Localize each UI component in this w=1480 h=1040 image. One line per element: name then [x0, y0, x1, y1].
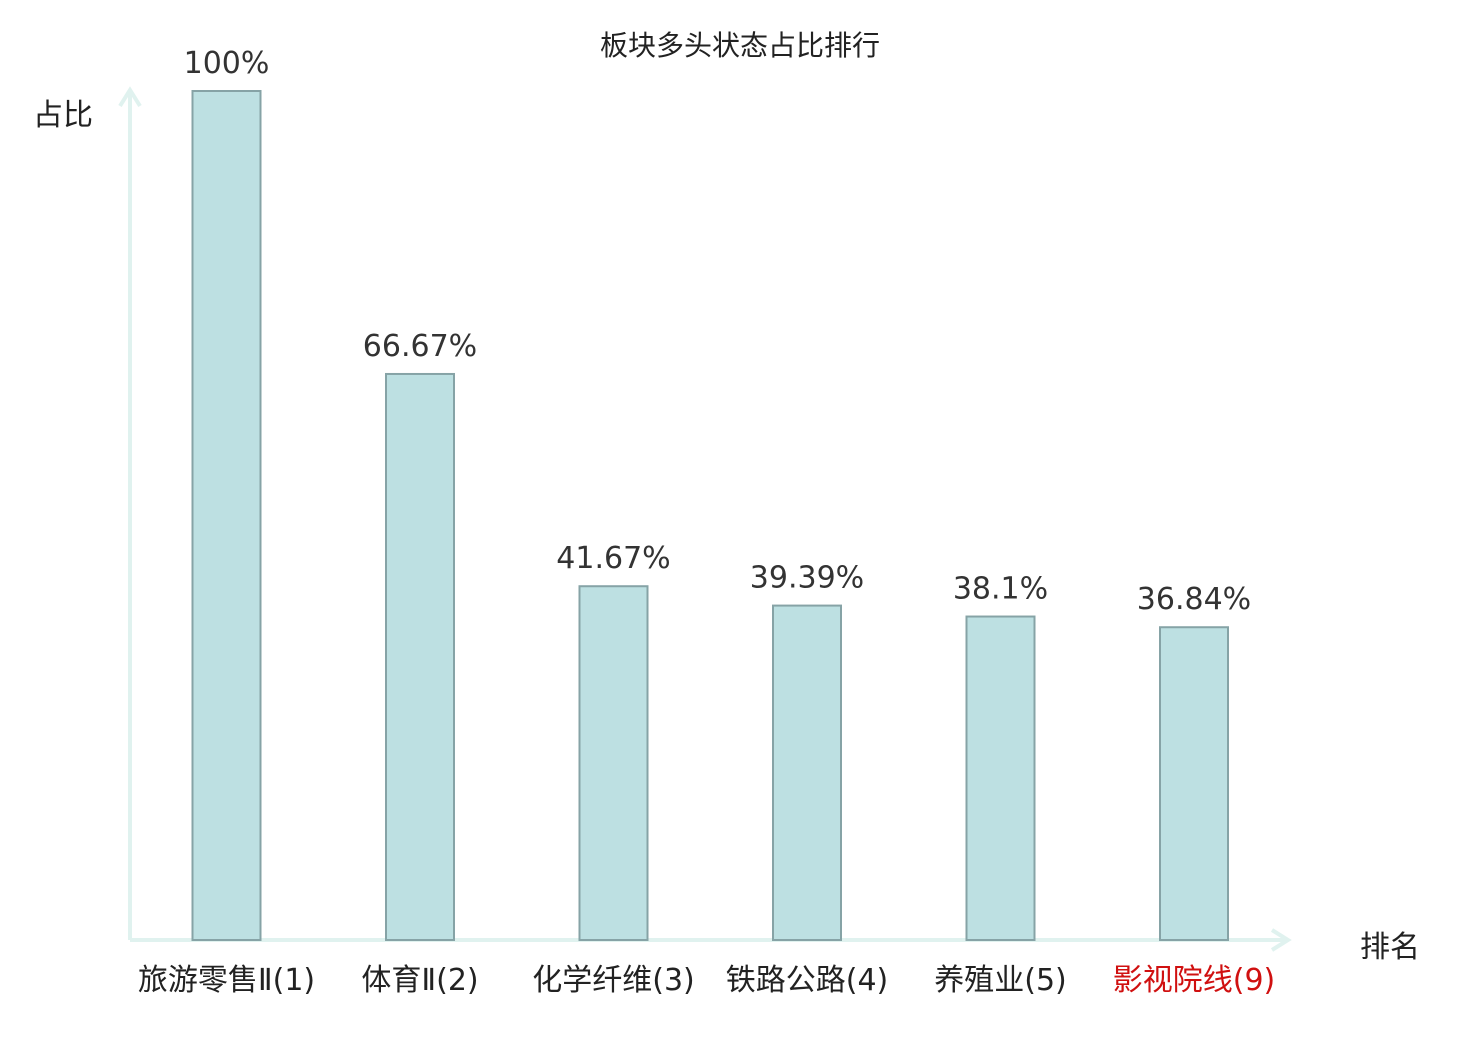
bar-value-label: 100% [184, 46, 270, 81]
x-tick-label: 体育Ⅱ(2) [361, 963, 479, 998]
bar [191, 90, 262, 941]
y-axis-label: 占比 [33, 98, 93, 133]
x-axis-arrow [1270, 928, 1292, 952]
bar-value-label: 39.39% [750, 561, 864, 596]
bar-value-label: 66.67% [363, 329, 477, 364]
y-axis-arrow [118, 86, 142, 108]
x-tick-label: 养殖业(5) [934, 963, 1067, 998]
x-tick-label: 铁路公路(4) [725, 963, 889, 998]
x-tick-label: 旅游零售Ⅱ(1) [137, 963, 316, 998]
x-tick-label: 化学纤维(3) [532, 963, 695, 998]
chart-title: 板块多头状态占比排行 [599, 29, 880, 62]
bar [772, 604, 842, 942]
bar-value-label: 36.84% [1137, 582, 1251, 617]
bar [578, 585, 649, 941]
bar [1159, 626, 1229, 941]
bar [385, 372, 455, 942]
bar [965, 615, 1036, 941]
x-tick-label: 影视院线(9) [1112, 963, 1276, 998]
bar-value-label: 38.1% [953, 572, 1048, 607]
bar-value-label: 41.67% [556, 541, 670, 576]
x-axis-label: 排名 [1360, 930, 1420, 965]
